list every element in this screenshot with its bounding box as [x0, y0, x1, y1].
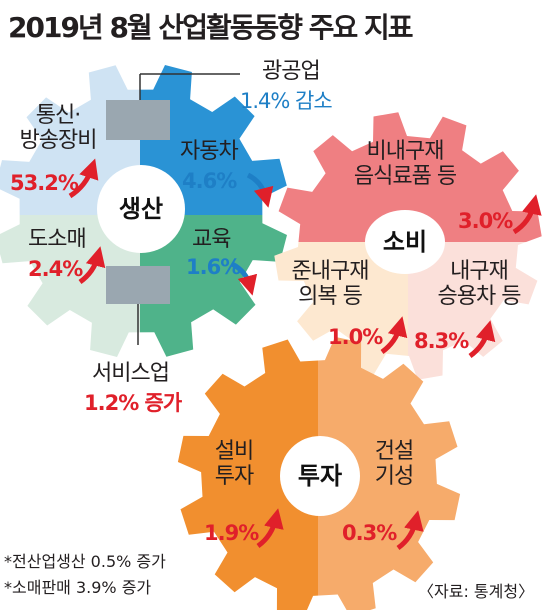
construction-value: 0.3%	[342, 521, 397, 545]
nondurable-up-arrow-icon	[512, 194, 542, 235]
nondurable-label: 비내구재 음식료품 등	[330, 139, 480, 189]
auto-down-arrow-icon	[246, 172, 274, 208]
mining-value: 1.4% 감소	[240, 89, 333, 113]
semidurable-label-line1: 준내구재	[291, 259, 370, 284]
page-title: 2019년 8월 산업활동동향 주요 지표	[8, 11, 414, 44]
durable-label-line1: 내구재	[450, 259, 509, 284]
semidurable-label-line2: 의복 등	[298, 283, 363, 309]
construction-label-line2: 기성	[374, 463, 414, 489]
nondurable-label-line1: 비내구재	[366, 139, 445, 164]
note-retail-sales: *소매판매 3.9% 증가	[4, 578, 152, 597]
telecom-up-arrow-icon	[68, 158, 99, 199]
education-value: 1.6%	[186, 255, 241, 279]
durable-label: 내구재 승용차 등	[420, 259, 538, 309]
semidurable-label: 준내구재 의복 등	[270, 259, 390, 309]
nondurable-value: 3.0%	[458, 209, 513, 233]
service-label: 서비스업	[92, 361, 170, 386]
wholesale-value: 2.4%	[28, 257, 83, 281]
facility-label-line1: 설비	[214, 439, 254, 464]
durable-value: 8.3%	[414, 329, 469, 353]
facility-label: 설비 투자	[204, 439, 264, 489]
source-credit: 〈자료: 통계청〉	[418, 582, 535, 601]
service-bar	[106, 266, 170, 304]
durable-up-arrow-icon	[468, 320, 496, 359]
mining-bar	[106, 100, 170, 140]
facility-label-line2: 투자	[214, 463, 254, 489]
nondurable-label-line2: 음식료품 등	[353, 163, 457, 189]
facility-up-arrow-icon	[256, 508, 284, 549]
education-label: 교육	[192, 227, 231, 252]
telecom-label-line1: 통신·	[35, 103, 81, 128]
telecom-label-line2: 방송장비	[19, 127, 98, 153]
wholesale-up-arrow-icon	[78, 246, 106, 285]
telecom-value: 53.2%	[10, 171, 79, 195]
note-total-production: *전산업생산 0.5% 증가	[4, 552, 166, 571]
semidurable-up-arrow-icon	[380, 316, 408, 355]
mining-label: 광공업	[262, 59, 321, 84]
wholesale-label: 도소매	[28, 227, 87, 252]
investment-hub: 투자	[280, 436, 360, 516]
semidurable-value: 1.0%	[328, 325, 383, 349]
construction-up-arrow-icon	[396, 510, 424, 551]
auto-label: 자동차	[180, 139, 239, 164]
service-value: 1.2% 증가	[84, 391, 182, 415]
facility-value: 1.9%	[204, 521, 259, 545]
auto-value: 4.6%	[182, 169, 237, 193]
production-hub: 생산	[97, 165, 185, 253]
telecom-label: 통신· 방송장비	[10, 103, 106, 153]
education-down-arrow-icon	[230, 261, 258, 296]
consumption-hub: 소비	[365, 210, 445, 274]
durable-label-line2: 승용차 등	[437, 283, 522, 309]
construction-label: 건설 기성	[364, 439, 424, 489]
construction-label-line1: 건설	[374, 439, 414, 464]
